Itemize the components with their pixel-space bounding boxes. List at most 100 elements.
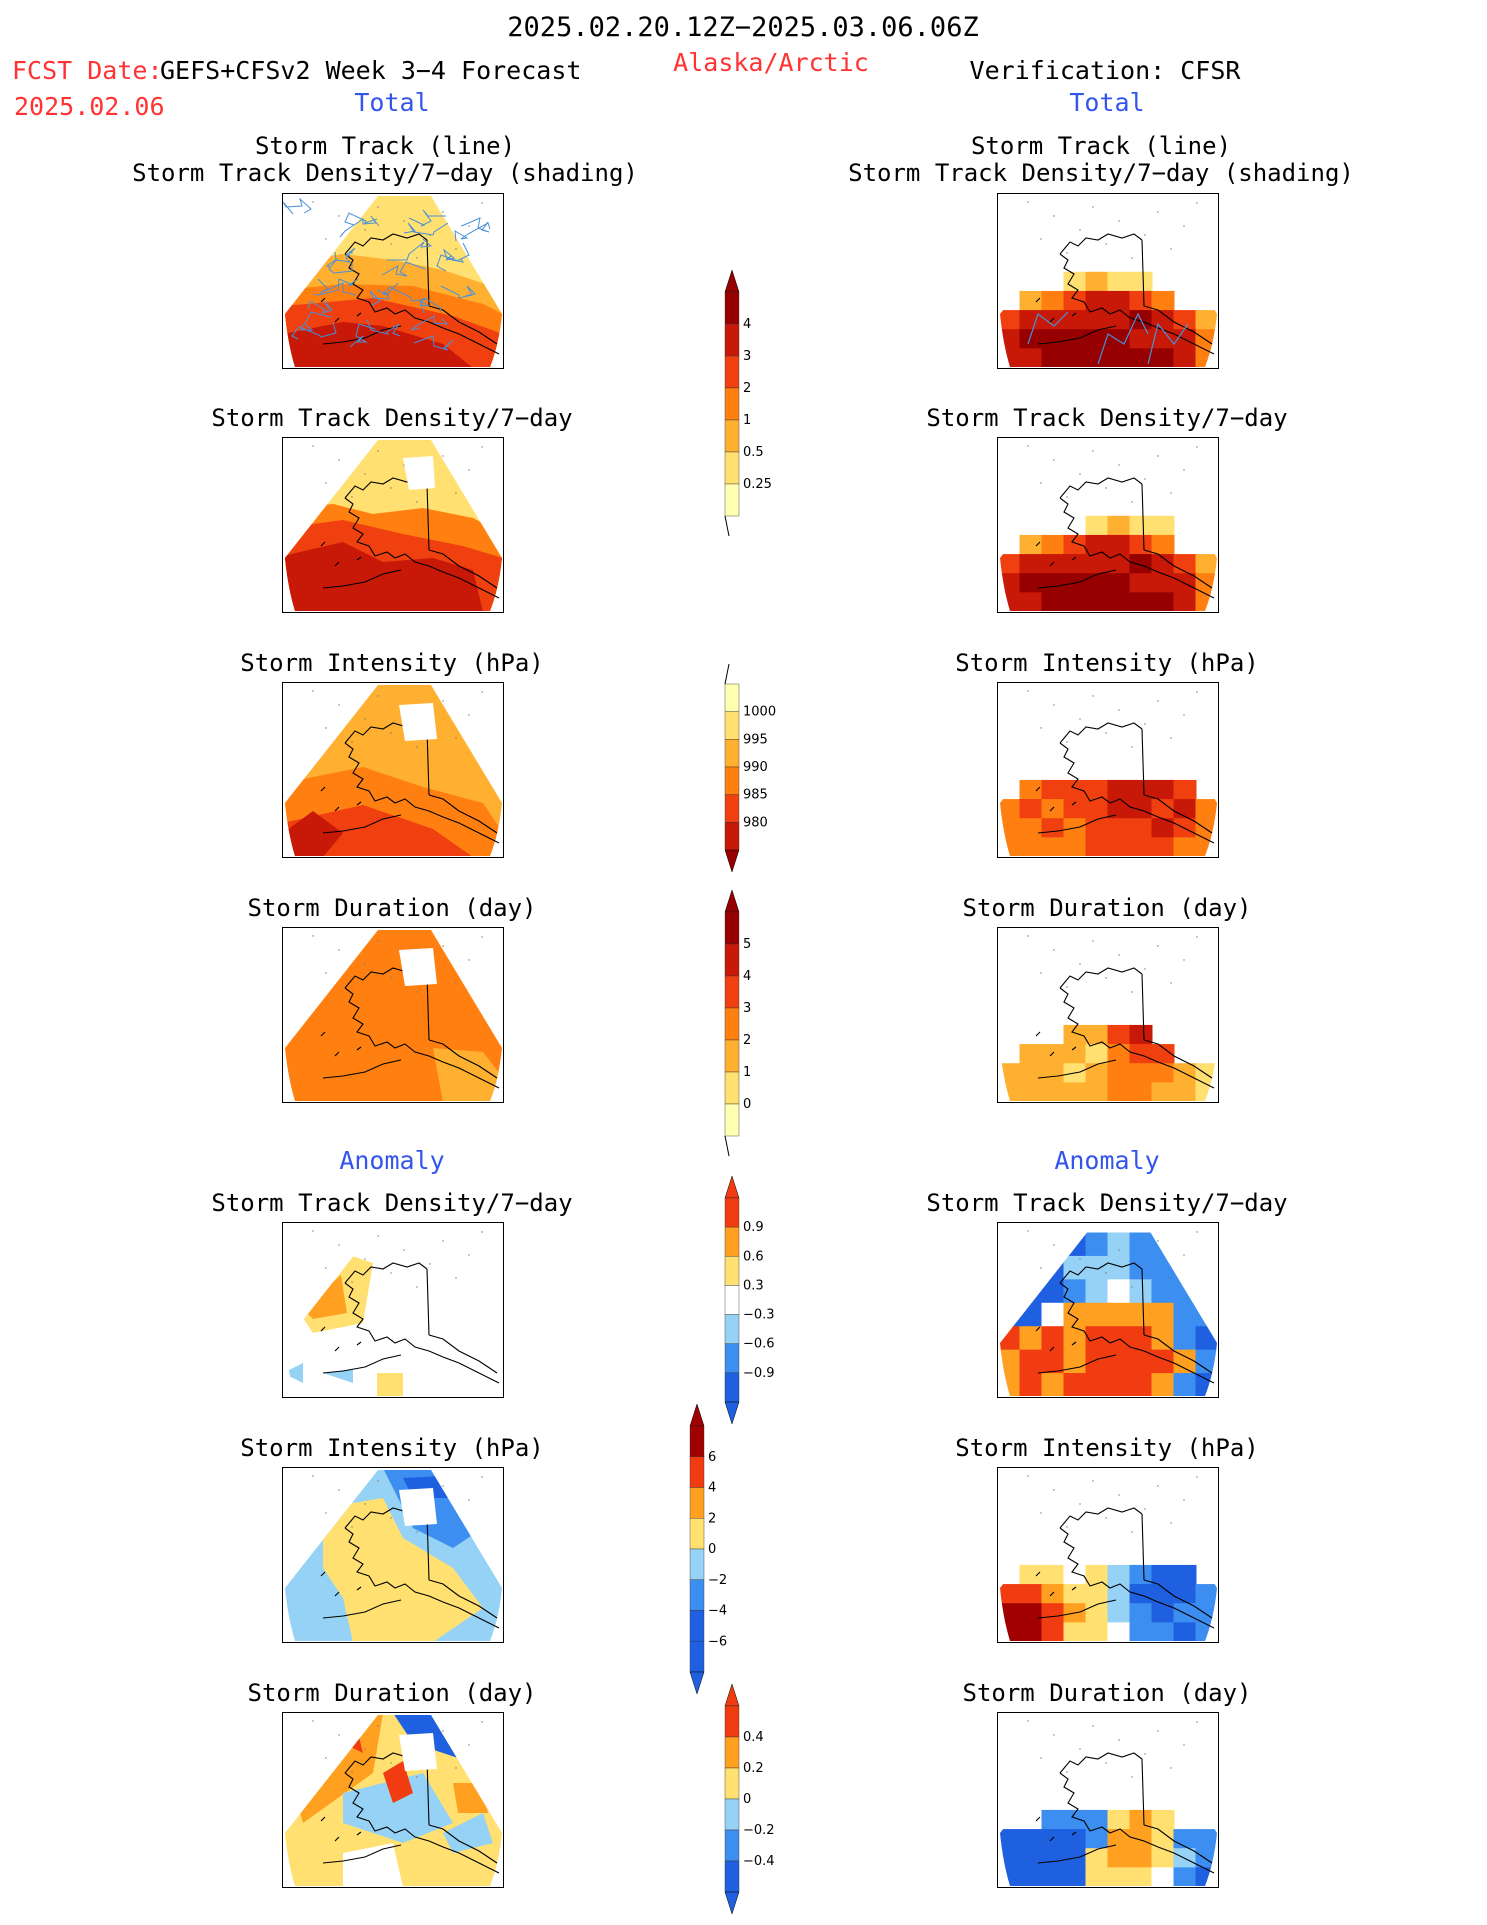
grid-cell xyxy=(1085,1848,1109,1869)
grid-cell xyxy=(1041,1848,1065,1869)
colorbar-duration: 5 4 3 2 1 0 xyxy=(724,889,751,1157)
grid-cell xyxy=(1107,290,1131,312)
grid-cell xyxy=(1151,779,1175,801)
colorbar-label: −4 xyxy=(708,1604,727,1619)
grid-cell xyxy=(1063,1829,1087,1850)
grid-cell xyxy=(1107,592,1131,611)
grid-cell xyxy=(1085,1584,1109,1605)
colorbar-label: 990 xyxy=(743,760,768,775)
grid-cell xyxy=(1085,592,1109,611)
grid-cell xyxy=(1041,1255,1065,1281)
grid-cell xyxy=(1151,1255,1175,1281)
colorbar-cell xyxy=(724,1197,740,1228)
grid-cell xyxy=(1000,1326,1021,1351)
right-density-title: Storm Track Density/7−day xyxy=(926,404,1288,432)
coastline xyxy=(1035,1507,1215,1629)
grid-cell xyxy=(1063,271,1087,292)
grid-cell xyxy=(1129,271,1153,292)
grid-cell xyxy=(1151,1373,1175,1396)
grid-cell xyxy=(1129,348,1153,367)
colorbar-cell xyxy=(689,1487,705,1519)
colorbar-intensity: 1000 995 990 985 980 xyxy=(724,663,776,873)
colorbar-cell xyxy=(724,483,740,517)
colorbar-cell xyxy=(724,1767,740,1800)
grid-cell xyxy=(1000,1082,1021,1101)
grid-cell xyxy=(1129,1302,1153,1328)
grid-cell xyxy=(1151,1809,1175,1831)
colorbar-label: 980 xyxy=(743,815,768,830)
grid-cell xyxy=(1195,554,1217,575)
coastline xyxy=(320,967,500,1089)
colorbar-label: 0.9 xyxy=(743,1220,764,1235)
colorbar-cell xyxy=(724,323,740,357)
grid-cell xyxy=(1107,1326,1131,1351)
grid-cell xyxy=(1151,1603,1175,1624)
map-fcst-intensity xyxy=(282,682,504,858)
coastline xyxy=(320,477,500,599)
storm-track xyxy=(300,311,332,331)
grid-cell xyxy=(1085,1063,1109,1084)
grid-cell xyxy=(1019,1232,1043,1257)
left-anomaly-label: Anomaly xyxy=(339,1146,445,1175)
left-intensity-title: Storm Intensity (hPa) xyxy=(240,649,544,677)
grid-cell xyxy=(1151,290,1175,312)
grid-cell xyxy=(1063,1044,1087,1065)
grid-cell xyxy=(1063,1349,1087,1375)
colorbar-cell xyxy=(724,1798,740,1831)
coastline xyxy=(320,1262,500,1384)
grid-cell xyxy=(1151,573,1175,594)
grid-cell xyxy=(1107,573,1131,594)
colorbar-tip xyxy=(689,1671,705,1695)
grid-cell xyxy=(1195,1082,1217,1101)
storm-track-lines xyxy=(283,197,491,351)
grid-cell xyxy=(1129,1349,1153,1375)
grid-cell xyxy=(1151,799,1175,820)
grid-cell xyxy=(1151,1584,1175,1605)
grid-cell xyxy=(1041,310,1065,331)
grid-cell xyxy=(1195,1829,1217,1850)
grid-cell xyxy=(1000,1603,1021,1624)
map-obs-track xyxy=(997,193,1219,369)
grid-cell xyxy=(1000,1867,1021,1886)
storm-track xyxy=(387,238,433,261)
colorbar-cell xyxy=(724,291,740,325)
grid-cell xyxy=(1107,1063,1131,1084)
grid-cell xyxy=(1063,837,1087,856)
colorbar-density: 4 3 2 1 0.5 0.25 xyxy=(724,269,772,537)
map-fcst-density-anom xyxy=(282,1222,504,1398)
grid-cell xyxy=(1129,592,1153,611)
grid-cell xyxy=(1041,1584,1065,1605)
grid-cell xyxy=(1107,1349,1131,1375)
shading-band xyxy=(323,1715,363,1753)
storm-track xyxy=(317,278,357,296)
left-intensity-anom-title: Storm Intensity (hPa) xyxy=(240,1434,544,1462)
storm-track xyxy=(442,248,465,263)
verification-label: Verification: CFSR xyxy=(969,56,1241,85)
colorbar-cell xyxy=(724,1226,740,1257)
grid-cell xyxy=(1041,1829,1065,1850)
grid-cell xyxy=(1019,1584,1043,1605)
colorbar-cell xyxy=(724,1314,740,1344)
coastline xyxy=(320,1507,500,1629)
grid-cell xyxy=(1019,310,1043,331)
storm-track xyxy=(291,322,337,340)
grid-cell xyxy=(1195,837,1217,856)
map-obs-density xyxy=(997,437,1219,613)
grid-cell xyxy=(1129,799,1153,820)
grid-cell xyxy=(1063,1302,1087,1328)
grid-cell xyxy=(1107,837,1131,856)
storm-track xyxy=(460,217,490,233)
grid-cell xyxy=(1019,554,1043,575)
colorbar-cell xyxy=(724,739,740,768)
colorbar-label: 1 xyxy=(743,1065,751,1080)
grid-cell xyxy=(1063,1373,1087,1396)
grid-cell xyxy=(1129,534,1153,556)
grid-cell xyxy=(1129,1373,1153,1396)
grid-cell xyxy=(1041,1603,1065,1624)
grid-cell xyxy=(1085,290,1109,312)
colorbar-cell xyxy=(724,451,740,485)
grid-cell xyxy=(1129,1809,1153,1831)
grid-cell xyxy=(1085,1255,1109,1281)
grid-cell xyxy=(1063,1622,1087,1641)
shading-band xyxy=(383,1761,413,1803)
